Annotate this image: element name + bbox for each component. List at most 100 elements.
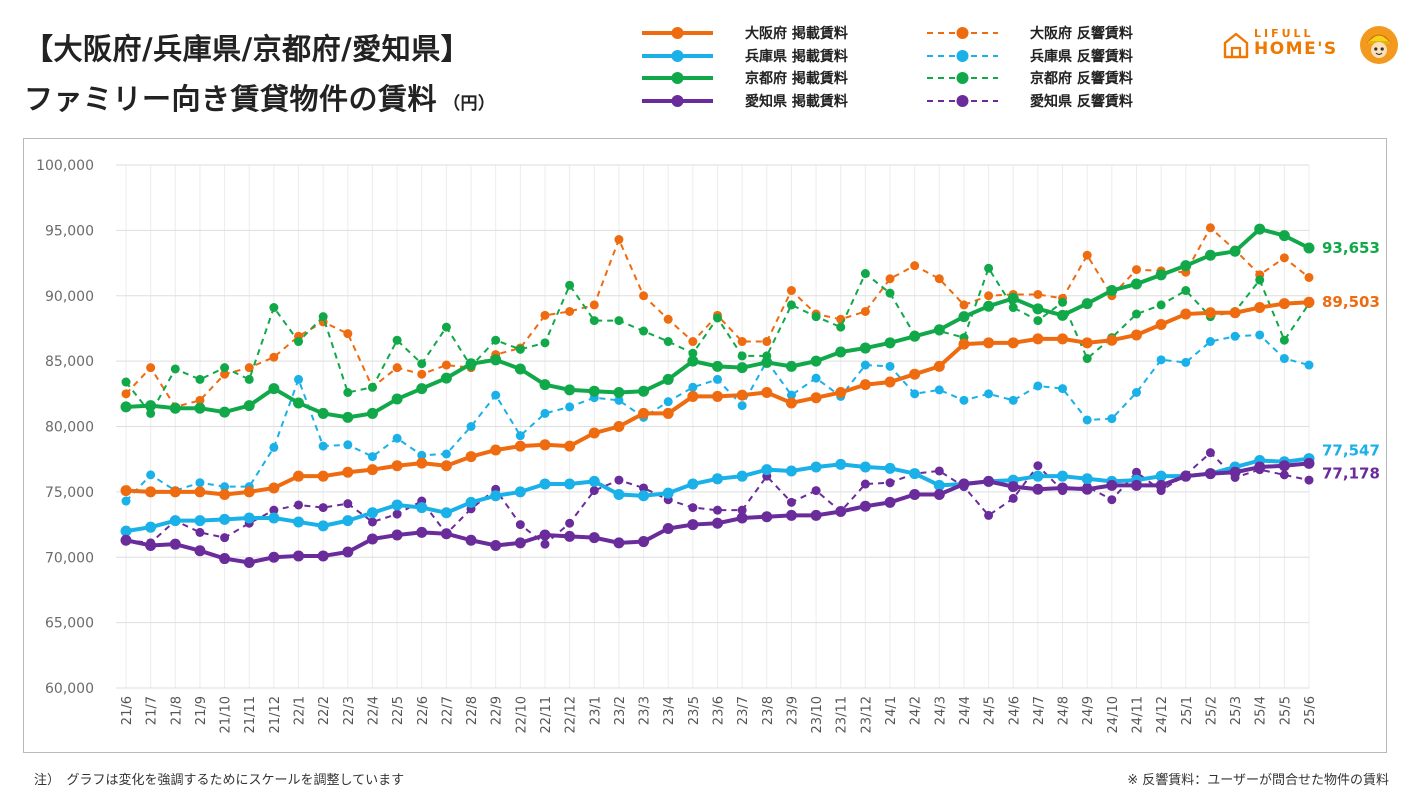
end-value-labels: 93,653 89,503 77,547 77,178 [1322, 239, 1380, 482]
data-point [465, 496, 477, 508]
data-point [884, 462, 896, 474]
data-point [958, 338, 970, 350]
y-tick-label: 85,000 [45, 354, 94, 370]
data-point [392, 363, 402, 373]
data-point [1106, 285, 1118, 297]
data-point [416, 457, 428, 469]
data-point [688, 348, 698, 358]
data-point [811, 486, 821, 496]
data-point [713, 374, 722, 384]
data-point [1057, 309, 1069, 321]
data-point [885, 361, 895, 371]
legend-label: 兵庫県 反響賃料 [1030, 48, 1133, 65]
data-point [1106, 479, 1118, 491]
data-point [343, 440, 353, 450]
data-point [762, 337, 772, 347]
data-point [910, 389, 920, 399]
data-point [984, 389, 994, 399]
legend-item: 愛知県 掲載賃料 [640, 90, 848, 112]
y-tick-label: 70,000 [45, 550, 94, 566]
data-point [1081, 473, 1093, 485]
data-point [736, 362, 748, 374]
data-point [688, 382, 698, 392]
data-point [466, 422, 476, 431]
data-point [1082, 415, 1092, 425]
data-point [465, 534, 477, 546]
data-point [515, 344, 525, 354]
data-point [145, 400, 157, 412]
data-point [836, 322, 846, 332]
x-tick-label: 22/2 [317, 696, 332, 725]
data-point [317, 550, 329, 562]
mascot-icon [1360, 26, 1398, 64]
line-chart: 60,000 65,000 70,000 75,000 80,000 85,000 90,0… [36, 158, 1380, 733]
data-point [1057, 333, 1069, 345]
data-point [983, 475, 995, 487]
footnote-definition: ※ 反響賃料：ユーザーが問合せた物件の賃料 [1127, 773, 1389, 788]
series-solid [120, 296, 1315, 500]
data-point [515, 431, 525, 441]
data-point [1205, 448, 1215, 458]
x-tick-label: 24/4 [958, 696, 973, 725]
legend-label: 兵庫県 掲載賃料 [745, 48, 848, 65]
data-point [1180, 260, 1192, 272]
grid [116, 164, 1310, 689]
data-point [1278, 230, 1290, 242]
data-point [1107, 495, 1117, 505]
legend-item: 京都府 反響賃料 [925, 67, 1133, 89]
x-tick-label: 25/2 [1204, 696, 1219, 725]
data-point [490, 490, 502, 502]
data-point [1156, 355, 1166, 365]
data-point [416, 526, 428, 538]
legend-label: 大阪府 反響賃料 [1030, 26, 1133, 42]
data-point [662, 487, 674, 499]
data-point [712, 390, 723, 402]
y-tick-label: 90,000 [45, 289, 94, 305]
data-point [1032, 303, 1044, 315]
data-point [1156, 300, 1166, 310]
data-point [219, 488, 231, 500]
x-tick-label: 22/4 [366, 696, 381, 725]
data-point [540, 338, 550, 348]
data-point [1155, 319, 1167, 331]
data-point [342, 466, 354, 478]
data-point [786, 300, 796, 310]
x-tick-label: 24/10 [1106, 696, 1121, 733]
data-point [195, 478, 205, 488]
y-tick-label: 75,000 [45, 485, 94, 501]
data-point [1058, 297, 1068, 307]
data-point [1180, 470, 1192, 482]
data-point [933, 479, 945, 491]
data-point [687, 390, 699, 402]
data-point [268, 383, 280, 395]
data-point [984, 263, 994, 273]
data-point [1229, 307, 1241, 319]
data-point [268, 551, 280, 563]
data-point [195, 374, 205, 384]
data-point [1205, 337, 1215, 347]
data-point [1279, 335, 1289, 345]
data-point [984, 291, 994, 301]
data-point [1107, 414, 1117, 424]
data-point [243, 486, 255, 498]
y-tick-label: 100,000 [36, 158, 94, 174]
x-tick-label: 22/12 [564, 696, 579, 733]
data-point [342, 515, 354, 527]
data-point [688, 503, 698, 513]
x-tick-label: 22/1 [293, 696, 308, 725]
data-point [910, 261, 920, 271]
data-point [1082, 354, 1092, 364]
data-point [564, 530, 576, 542]
data-point [1081, 483, 1093, 495]
y-tick-label: 60,000 [45, 681, 94, 697]
data-point [1033, 461, 1043, 471]
data-point [785, 397, 797, 409]
data-point [663, 397, 673, 407]
y-tick-label: 65,000 [45, 616, 94, 632]
data-point [1254, 302, 1266, 314]
data-point [1204, 468, 1216, 480]
data-point [220, 369, 230, 379]
data-point [810, 392, 822, 404]
data-point [786, 286, 796, 296]
data-point [121, 389, 131, 399]
